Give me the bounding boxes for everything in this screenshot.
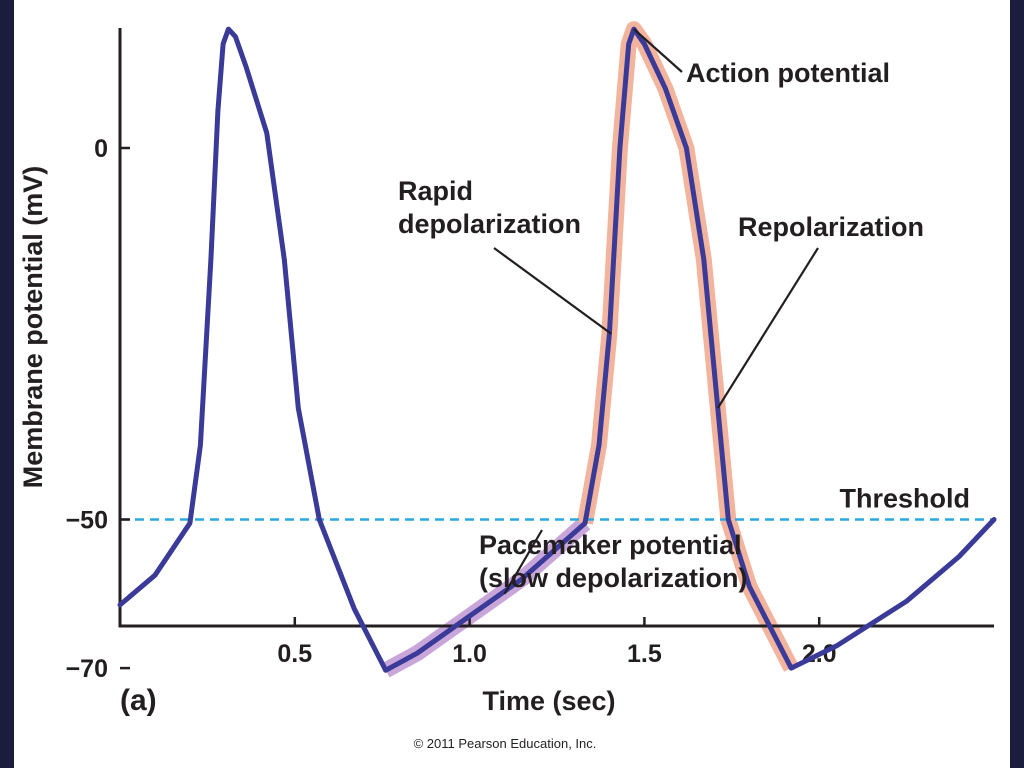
- rapid-depolarization-label-line: Rapid: [398, 176, 473, 206]
- series-layer: [117, 26, 997, 673]
- threshold-layer: Threshold: [120, 484, 994, 521]
- pacemaker-potential-label-line: (slow depolarization): [479, 563, 748, 593]
- y-tick-label: −70: [66, 655, 108, 683]
- pacemaker-potential-label: Pacemaker potential (slow depolarization): [479, 530, 748, 593]
- membrane-potential-chart: Threshold 0.5 1.0 1.5 2.00−50−70 Action pot…: [18, 21, 997, 751]
- x-axis-label: Time (sec): [482, 686, 615, 716]
- repolarization-leader-line: [716, 247, 819, 409]
- action-potential-label-line: Action potential: [686, 58, 890, 88]
- x-tick-label: 1.0: [452, 640, 487, 668]
- annotations-layer: Action potential Rapid depolarization Repol…: [398, 28, 924, 595]
- pacemaker-potential-label-line: Pacemaker potential: [479, 530, 742, 560]
- slide-canvas: Threshold 0.5 1.0 1.5 2.0 0 −50 −70 Action pot…: [14, 0, 1010, 768]
- pacemaker-potential-leader-line: [503, 529, 543, 595]
- repolarization-annotation: Repolarization: [716, 212, 924, 409]
- threshold-label: Threshold: [839, 484, 970, 514]
- rapid-depolarization-leader-line: [493, 247, 612, 335]
- repolarization-label: Repolarization: [738, 212, 924, 242]
- pacemaker-potential-annotation: Pacemaker potential (slow depolarization): [479, 529, 748, 595]
- rapid-depolarization-annotation: Rapid depolarization: [398, 176, 612, 335]
- y-axis-label: Membrane potential (mV): [18, 166, 48, 489]
- copyright-notice: © 2011 Pearson Education, Inc.: [414, 736, 597, 751]
- repolarization-label-line: Repolarization: [738, 212, 924, 242]
- axes-layer: [118, 28, 994, 628]
- panel-label: (a): [120, 684, 157, 717]
- action-potential-annotation: Action potential: [633, 28, 890, 88]
- y-tick-label: 0: [94, 135, 108, 163]
- x-tick-label: 1.5: [627, 640, 662, 668]
- membrane-potential-line: [117, 26, 997, 673]
- ticks-layer: 0.5 1.0 1.5 2.00−50−70: [66, 135, 837, 683]
- y-tick-label: −50: [66, 507, 108, 535]
- action-potential-label: Action potential: [686, 58, 890, 88]
- action-potential-leader-line: [633, 28, 683, 73]
- x-tick-label: 0.5: [277, 640, 312, 668]
- rapid-depolarization-label: Rapid depolarization: [398, 176, 581, 239]
- rapid-depolarization-label-line: depolarization: [398, 209, 581, 239]
